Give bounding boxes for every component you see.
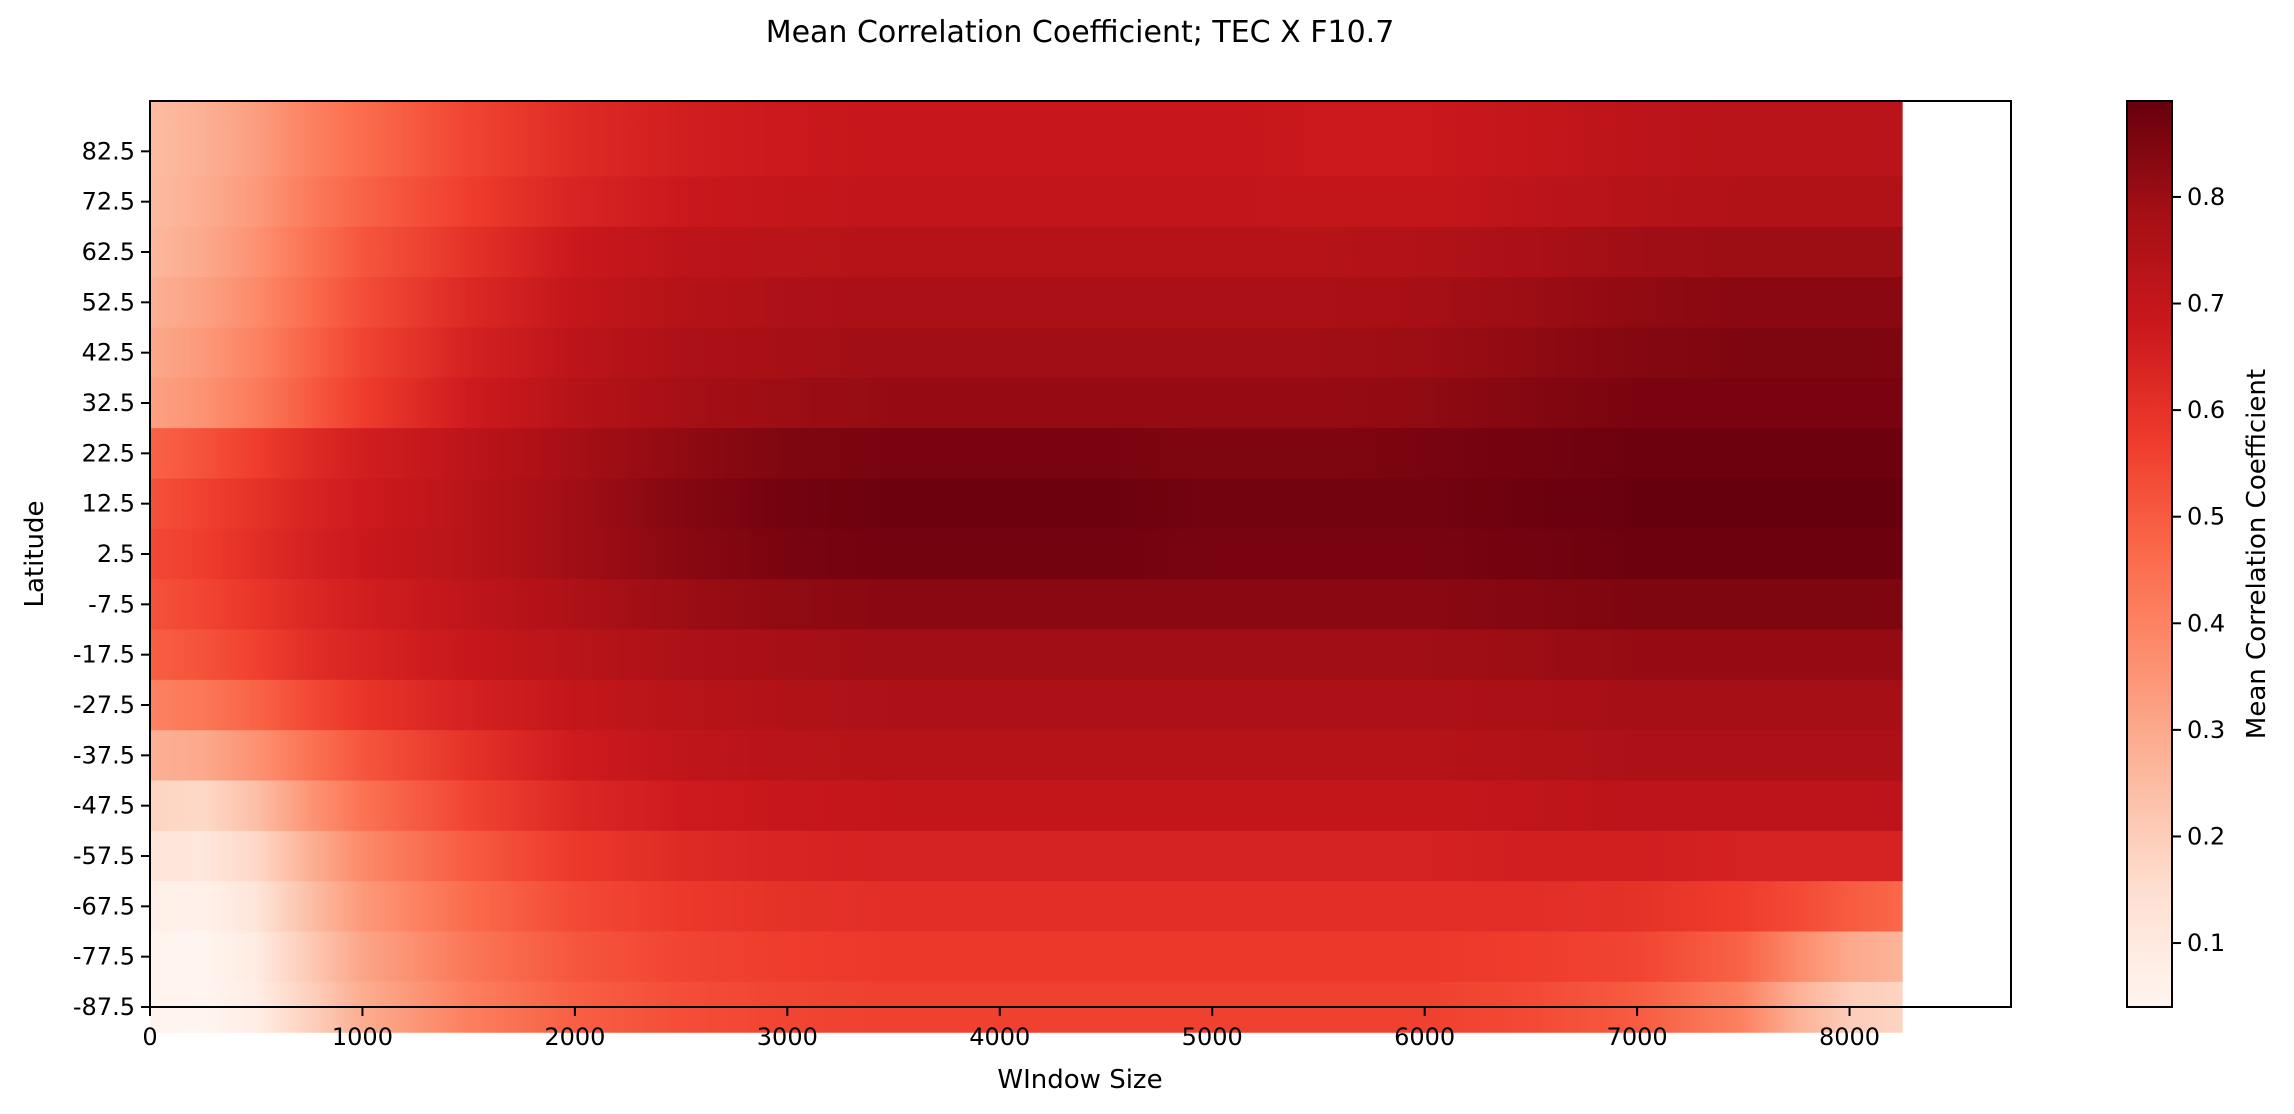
y-tick-label: -77.5 xyxy=(73,943,135,971)
y-tick-label: 22.5 xyxy=(82,439,135,467)
colorbar-tick-label: 0.2 xyxy=(2187,822,2225,850)
y-axis: 82.5 72.5 62.5 52.5 42.5 32.5 22.5 12.5 2.5 -7.5 -… xyxy=(73,137,150,1021)
heatmap-row xyxy=(150,528,1903,580)
y-tick-label: 82.5 xyxy=(82,137,135,165)
y-tick-label: 2.5 xyxy=(97,540,135,568)
colorbar-tick-label: 0.3 xyxy=(2187,716,2225,744)
x-tick-label: 3000 xyxy=(757,1023,818,1051)
y-tick-label: 32.5 xyxy=(82,389,135,417)
colorbar-tick-label: 0.6 xyxy=(2187,396,2225,424)
x-tick-label: 0 xyxy=(142,1023,157,1051)
y-tick-label: -7.5 xyxy=(88,590,135,618)
colorbar-axis: 0.1 0.2 0.3 0.4 0.5 0.6 0.7 0.8 xyxy=(2172,183,2225,957)
y-tick-label: -37.5 xyxy=(73,741,135,769)
colorbar-tick-label: 0.8 xyxy=(2187,183,2225,211)
heatmap-row xyxy=(150,478,1903,530)
y-tick-label: 72.5 xyxy=(82,188,135,216)
heatmap-row xyxy=(150,126,1903,178)
heatmap-row xyxy=(150,176,1903,228)
colorbar-tick-label: 0.1 xyxy=(2187,929,2225,957)
colorbar-tick-label: 0.4 xyxy=(2187,609,2225,637)
y-tick-label: 12.5 xyxy=(82,490,135,518)
colorbar-frame xyxy=(2126,100,2173,1008)
heatmap-row xyxy=(150,327,1903,379)
colorbar-label: Mean Correlation Coefficient xyxy=(2242,369,2272,739)
heatmap-row xyxy=(150,629,1903,681)
x-axis-label: WIndow Size xyxy=(997,1065,1162,1095)
heatmap-row xyxy=(150,931,1903,983)
heatmap-row xyxy=(150,881,1903,933)
x-tick-label: 6000 xyxy=(1394,1023,1455,1051)
chart-title: Mean Correlation Coefficient; TEC X F10.… xyxy=(766,15,1395,50)
y-tick-label: -87.5 xyxy=(73,993,135,1021)
heatmap-row xyxy=(150,830,1903,882)
y-tick-label: -17.5 xyxy=(73,641,135,669)
x-tick-label: 4000 xyxy=(969,1023,1030,1051)
colorbar xyxy=(2127,101,2172,1007)
y-tick-label: -67.5 xyxy=(73,892,135,920)
y-tick-label: -27.5 xyxy=(73,691,135,719)
heatmap-row xyxy=(150,780,1903,832)
y-tick-label: 42.5 xyxy=(82,339,135,367)
heatmap-row xyxy=(150,101,1903,127)
heatmap-row xyxy=(150,679,1903,731)
y-tick-label: -57.5 xyxy=(73,842,135,870)
heatmap-row xyxy=(150,377,1903,429)
heatmap-row xyxy=(150,428,1903,480)
x-tick-label: 1000 xyxy=(332,1023,393,1051)
y-axis-label: Latitude xyxy=(20,500,50,607)
heatmap-row xyxy=(150,226,1903,278)
heatmap-row xyxy=(150,579,1903,631)
y-tick-label: 52.5 xyxy=(82,288,135,316)
x-tick-label: 7000 xyxy=(1607,1023,1668,1051)
y-tick-label: -47.5 xyxy=(73,792,135,820)
heatmap-cells xyxy=(150,101,1903,1033)
x-tick-label: 2000 xyxy=(544,1023,605,1051)
x-axis: 0 1000 2000 3000 4000 5000 6000 7000 8000 xyxy=(142,1007,1880,1051)
heatmap-row xyxy=(150,277,1903,329)
colorbar-tick-label: 0.7 xyxy=(2187,290,2225,318)
colorbar-tick-label: 0.5 xyxy=(2187,503,2225,531)
x-tick-label: 8000 xyxy=(1819,1023,1880,1051)
heatmap-row xyxy=(150,730,1903,782)
x-tick-label: 5000 xyxy=(1182,1023,1243,1051)
y-tick-label: 62.5 xyxy=(82,238,135,266)
